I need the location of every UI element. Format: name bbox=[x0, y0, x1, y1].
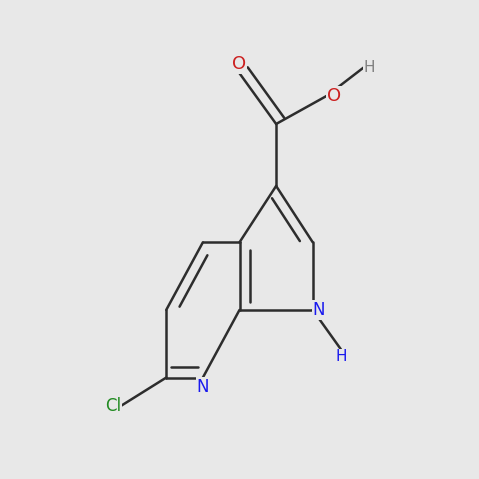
Text: Cl: Cl bbox=[105, 397, 121, 415]
Text: H: H bbox=[364, 60, 375, 75]
Text: N: N bbox=[313, 301, 325, 319]
Text: O: O bbox=[327, 87, 341, 105]
Text: N: N bbox=[196, 377, 209, 396]
Text: H: H bbox=[335, 349, 347, 365]
Text: O: O bbox=[232, 55, 247, 73]
